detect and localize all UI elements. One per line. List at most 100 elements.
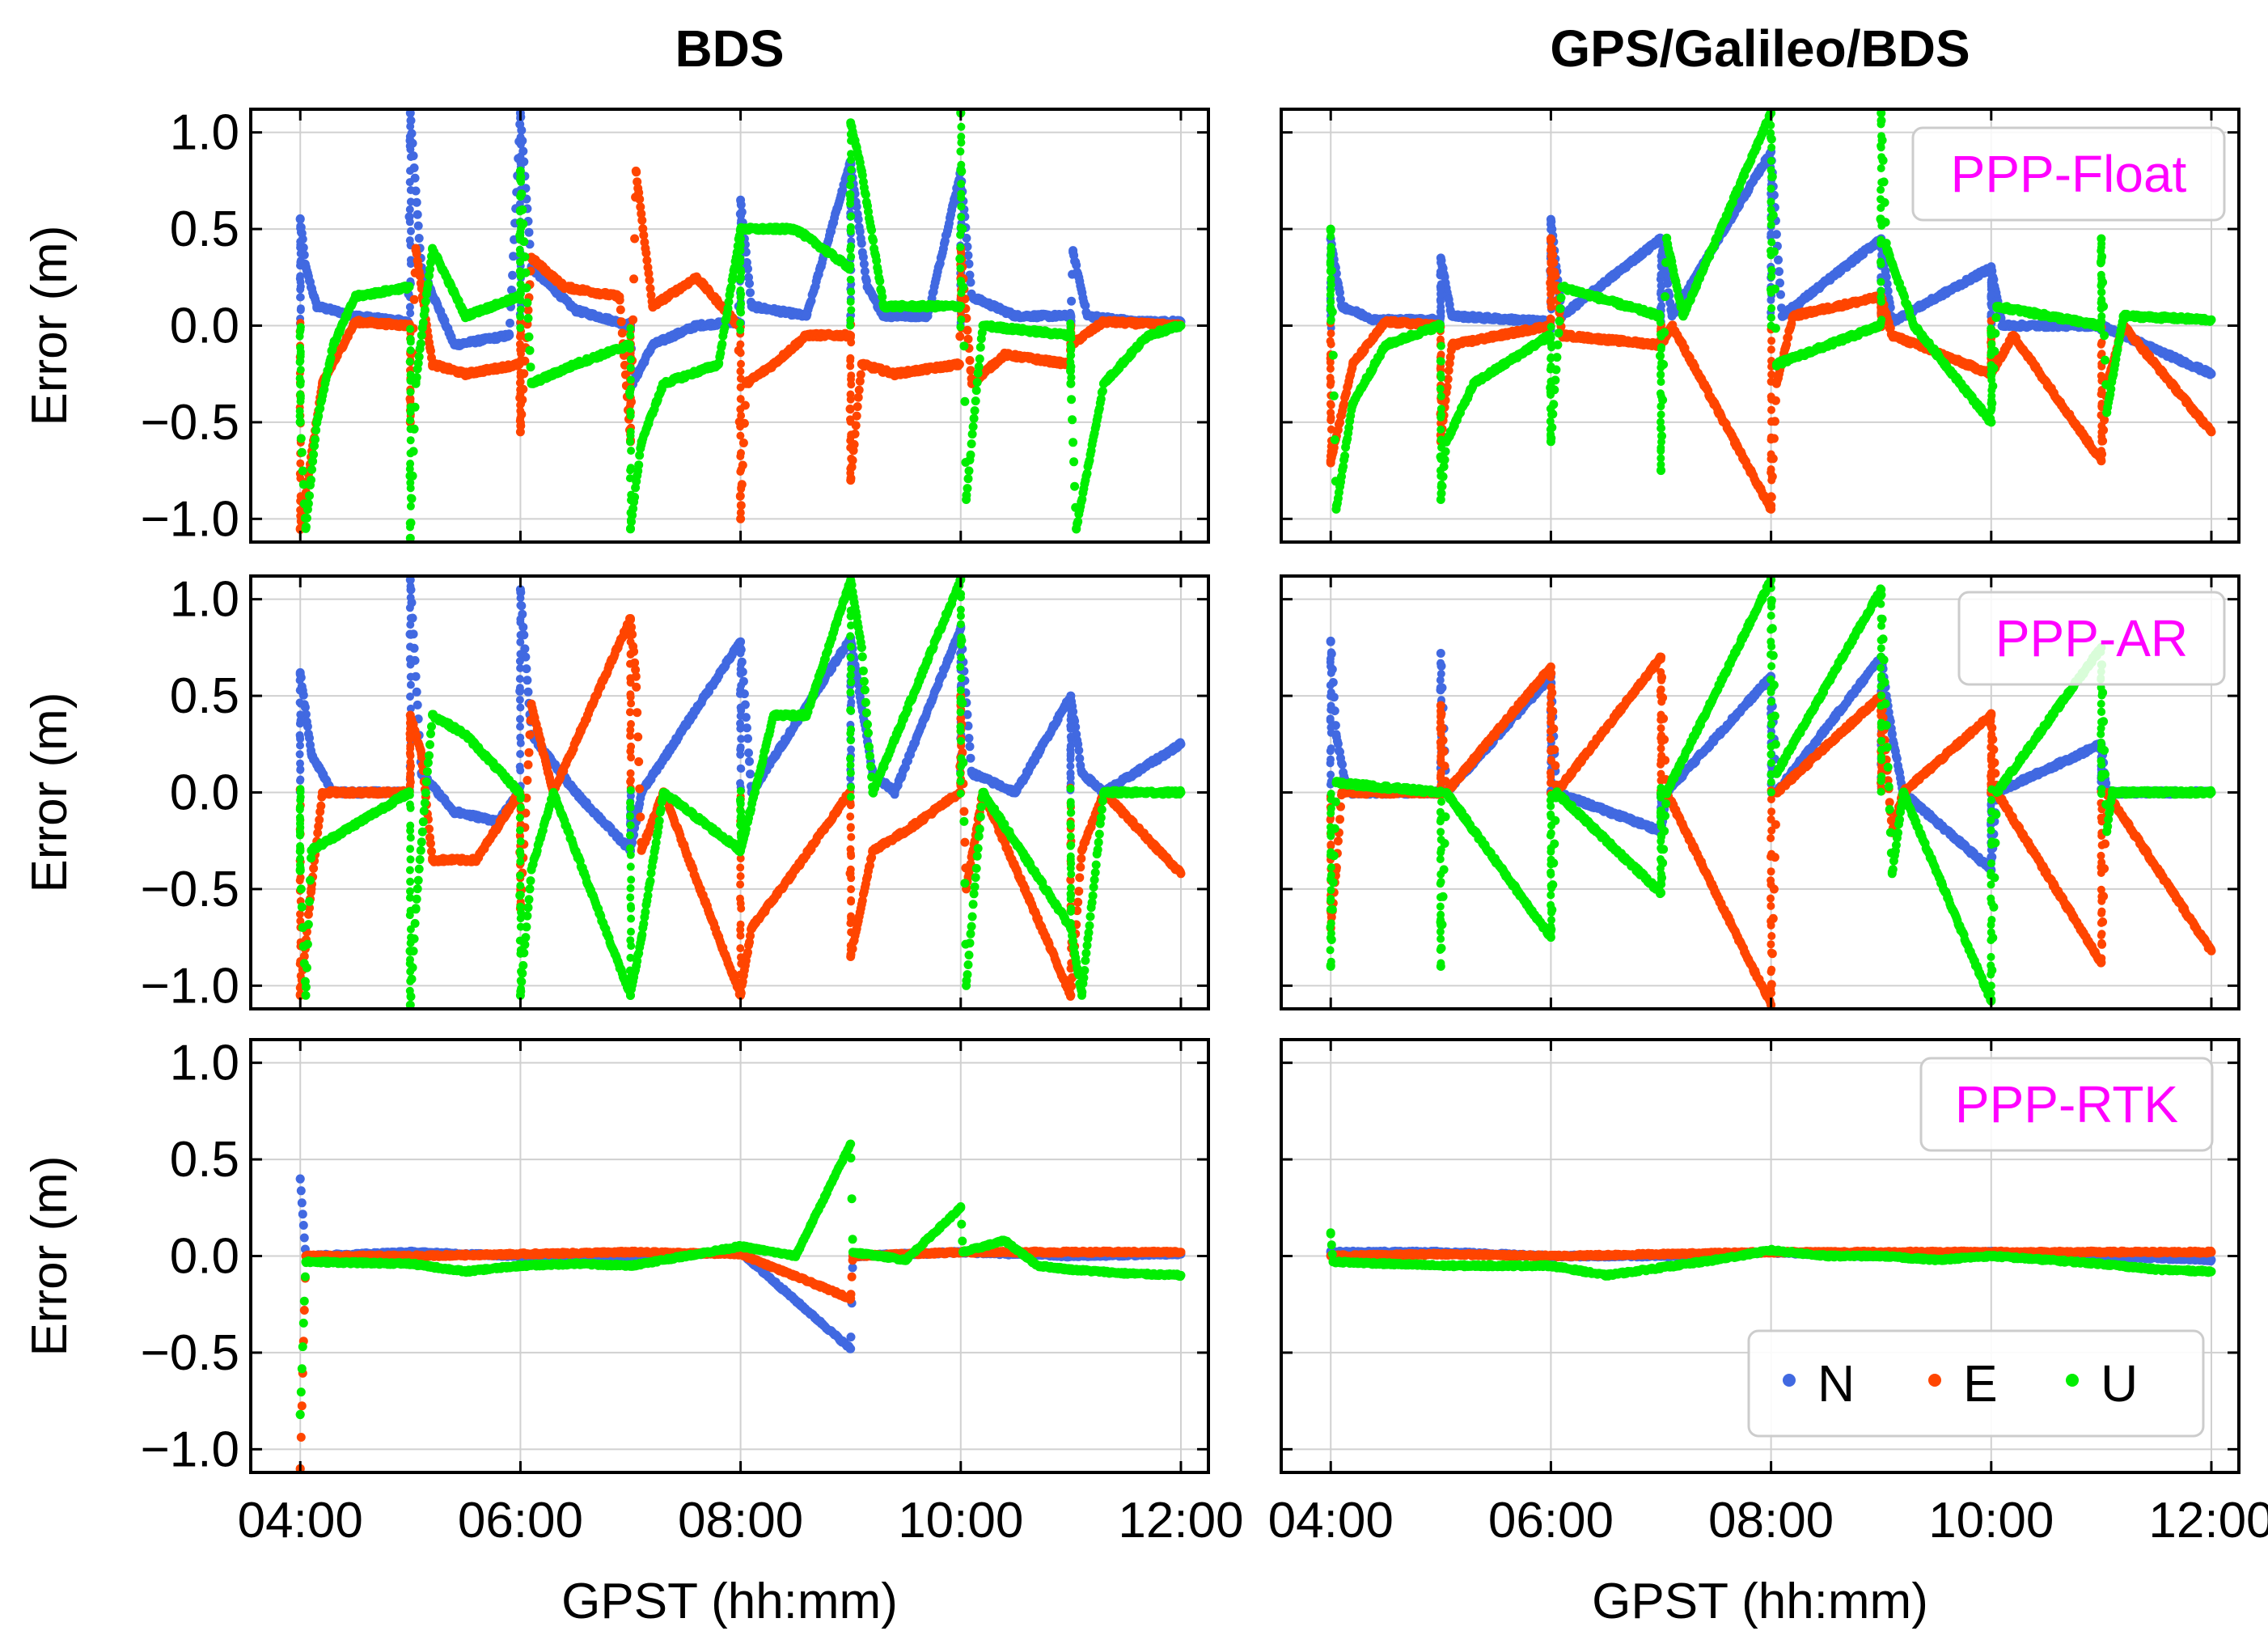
- key-point-e: [428, 359, 438, 369]
- point-u: [305, 491, 314, 501]
- spike-point-u: [625, 474, 634, 483]
- spike-point-u: [957, 202, 966, 211]
- spike-point-u: [516, 218, 524, 227]
- spike-point-e: [736, 431, 745, 440]
- point-n: [857, 239, 866, 248]
- spike-point-u: [626, 438, 634, 447]
- spike-point-e: [517, 418, 525, 427]
- point-e: [629, 274, 639, 284]
- key-point-u: [791, 224, 801, 234]
- spike-point-u: [957, 160, 966, 169]
- spike-point-n: [405, 205, 414, 214]
- point-u: [414, 352, 424, 362]
- point-u: [963, 474, 973, 484]
- point-n: [413, 221, 423, 231]
- spike-point-n: [1437, 267, 1445, 276]
- point-n: [414, 234, 424, 243]
- spike-point-u: [406, 436, 415, 445]
- spike-point-u: [515, 245, 524, 254]
- spike-point-u: [846, 316, 855, 324]
- key-point-e: [802, 330, 811, 340]
- spike-point-e: [736, 367, 745, 375]
- spike-point-u: [626, 375, 635, 384]
- spike-point-e: [846, 362, 855, 371]
- point-u: [298, 466, 307, 476]
- key-point-u: [428, 244, 438, 253]
- point-e: [854, 385, 864, 395]
- point-u: [975, 342, 985, 352]
- spike-point-u: [295, 332, 304, 341]
- spike-point-u: [626, 515, 635, 524]
- spike-point-e: [846, 436, 855, 445]
- spike-point-u: [957, 277, 965, 286]
- key-point-e: [844, 330, 854, 340]
- spike-point-u: [846, 181, 855, 190]
- point-u: [303, 499, 313, 508]
- point-u: [296, 434, 306, 443]
- point-u: [869, 235, 878, 245]
- spike-point-e: [516, 406, 525, 415]
- key-point-u: [460, 311, 470, 321]
- point-u: [1068, 438, 1078, 447]
- spike-point-u: [737, 235, 746, 243]
- spike-point-u: [406, 449, 415, 458]
- spike-point-u: [516, 324, 525, 333]
- spike-point-n: [296, 237, 305, 246]
- spike-point-u: [406, 523, 414, 532]
- key-point-u: [1072, 523, 1081, 533]
- key-point-u: [527, 379, 536, 388]
- spike-point-u: [626, 411, 635, 420]
- point-u: [972, 378, 982, 388]
- key-point-u: [295, 417, 305, 427]
- column-titles: BDS GPS/Galileo/BDS: [675, 19, 1970, 78]
- spike-point-n: [516, 152, 525, 161]
- point-n: [509, 252, 518, 261]
- key-point-u: [312, 417, 322, 427]
- spike-point-u: [956, 323, 965, 332]
- spike-point-e: [736, 422, 745, 431]
- spike-point-n: [406, 197, 415, 206]
- spike-point-n: [516, 140, 525, 149]
- point-u: [964, 466, 974, 476]
- spike-point-u: [626, 324, 635, 333]
- point-u: [1067, 395, 1077, 405]
- spike-point-e: [736, 452, 745, 460]
- key-point-u: [626, 523, 635, 533]
- spike-point-n: [406, 186, 415, 194]
- spike-point-u: [406, 416, 415, 425]
- spike-point-u: [406, 388, 415, 396]
- spike-point-u: [957, 213, 966, 222]
- key-point-e: [460, 369, 470, 379]
- point-e: [736, 501, 746, 510]
- spike-point-u: [516, 193, 525, 201]
- point-n: [524, 227, 534, 237]
- key-point-e: [692, 273, 701, 282]
- point-e: [628, 315, 638, 324]
- point-u: [970, 406, 980, 416]
- key-point-u: [857, 166, 866, 176]
- spike-point-u: [847, 150, 855, 159]
- key-point-u: [736, 224, 746, 234]
- point-n: [506, 318, 514, 328]
- key-point-e: [1000, 350, 1009, 359]
- key-point-u: [404, 282, 414, 292]
- point-u: [975, 354, 984, 364]
- point-u: [963, 484, 972, 494]
- key-point-n: [1082, 311, 1092, 321]
- point-u: [867, 226, 877, 235]
- spike-point-e: [736, 395, 745, 404]
- point-u: [416, 339, 425, 349]
- key-point-n: [1066, 311, 1076, 321]
- key-point-e: [631, 166, 641, 176]
- spike-point-u: [957, 289, 966, 298]
- point-n: [413, 210, 422, 219]
- y-tick-label: 0.5: [170, 201, 239, 257]
- spike-point-u: [626, 508, 635, 517]
- point-n: [508, 270, 518, 280]
- point-u: [307, 464, 316, 474]
- spike-point-u: [1066, 364, 1075, 373]
- point-u: [974, 362, 984, 371]
- column-title-bds: BDS: [675, 19, 784, 78]
- key-point-n: [747, 302, 756, 311]
